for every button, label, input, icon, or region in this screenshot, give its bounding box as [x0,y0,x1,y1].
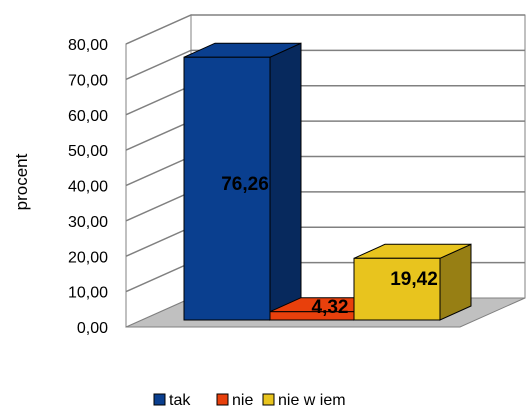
y-tick-label: 0,00 [77,320,108,337]
bar-nie-w-iem [353,243,472,321]
y-tick-label: 60,00 [68,108,108,125]
legend-swatch [262,393,275,406]
y-axis-ticks: 0,00 10,00 20,00 30,00 40,00 50,00 60,00 70,00 8… [68,37,108,337]
bar-tak [183,42,302,321]
bar-front [183,56,271,321]
y-tick-label: 70,00 [68,72,108,89]
y-tick-label: 30,00 [68,214,108,231]
gridline [125,14,525,45]
bars [183,42,472,321]
y-tick-label: 10,00 [68,285,108,302]
legend-swatch [216,393,229,406]
legend-label: tak [169,392,191,409]
y-tick-label: 80,00 [68,37,108,54]
bar-side [269,42,302,321]
legend-label: nie w iem [278,392,346,409]
y-tick-label: 50,00 [68,143,108,160]
data-labels: 76,26 4,32 19,42 [221,174,438,318]
y-tick-label: 40,00 [68,179,108,196]
legend-item: nie w iem [262,392,346,409]
legend-label: nie [232,392,253,409]
bar-front [353,257,441,321]
data-label: 4,32 [312,297,349,318]
y-axis-title: procent [12,153,31,210]
legend-swatch [153,393,166,406]
data-label: 19,42 [390,269,438,290]
y-tick-label: 20,00 [68,249,108,266]
gridline [125,49,525,81]
legend-item: tak [153,392,191,409]
legend-item: nie [216,392,253,409]
data-label: 76,26 [221,174,269,195]
legend: tak nie nie w iem [153,392,346,409]
